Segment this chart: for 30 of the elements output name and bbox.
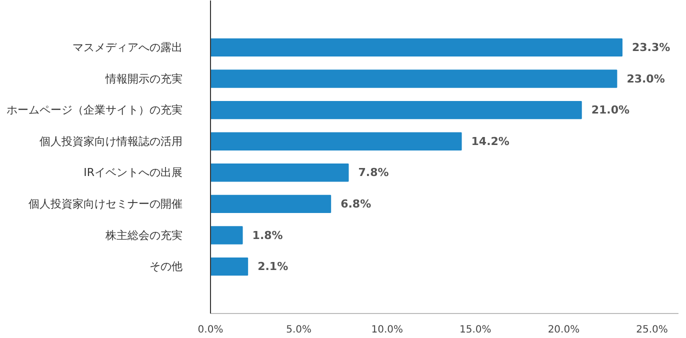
bar (210, 164, 349, 182)
data-label: 23.3% (632, 40, 670, 54)
bar (210, 257, 248, 276)
x-tick-label: 20.0% (548, 324, 580, 336)
bar (210, 100, 582, 120)
y-tick-label: 個人投資家向け情報誌の活用 (40, 134, 182, 148)
x-tick-label: 0.0% (198, 324, 224, 336)
bar (210, 226, 243, 244)
x-tick-label: 10.0% (371, 324, 403, 336)
y-tick-label: 株主総会の充実 (104, 228, 182, 242)
y-tick-label: IRイベントへの出展 (84, 166, 183, 180)
data-label: 1.8% (252, 228, 283, 242)
data-label: 2.1% (258, 260, 288, 274)
bar (210, 194, 332, 214)
y-tick-label: 情報開示の充実 (104, 72, 182, 86)
x-tick-label: 5.0% (286, 324, 312, 336)
data-label: 23.0% (626, 72, 665, 86)
bar (210, 132, 462, 150)
data-label: 7.8% (358, 166, 389, 180)
data-label: 21.0% (591, 104, 630, 117)
data-label: 14.2% (471, 134, 510, 148)
y-tick-label: その他 (150, 260, 182, 274)
bar (210, 70, 618, 88)
y-tick-label: ホームページ（企業サイト）の充実 (6, 104, 182, 117)
bar (210, 38, 622, 57)
data-label: 6.8% (340, 197, 372, 210)
y-tick-label: マスメディアへの露出 (72, 40, 182, 54)
y-tick-label: 個人投資家向けセミナーの開催 (28, 197, 182, 210)
x-tick-label: 15.0% (460, 324, 492, 336)
x-tick-label: 25.0% (636, 324, 668, 336)
